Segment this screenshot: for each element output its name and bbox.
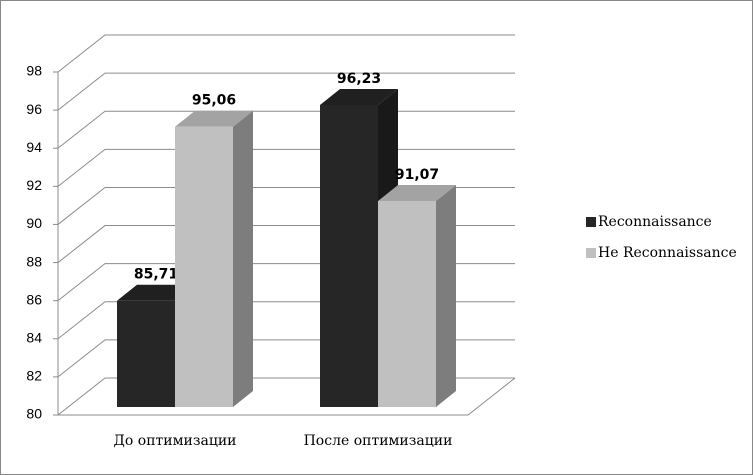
y-tick-label: 90 (26, 215, 42, 231)
bar-top (175, 110, 253, 127)
y-tick-label: 96 (26, 101, 42, 117)
value-label: 96,23 (337, 71, 381, 87)
y-tick-label: 88 (26, 253, 42, 269)
legend-label: He Reconnaissance (598, 245, 737, 261)
grid-line (57, 34, 515, 73)
bar (378, 200, 436, 407)
bar (320, 104, 378, 408)
y-tick-label: 86 (26, 291, 42, 307)
value-label: 85,71 (134, 267, 178, 283)
grid-line (57, 72, 515, 111)
legend-swatch (586, 248, 596, 258)
bar-side (436, 184, 456, 407)
y-tick-label: 80 (26, 406, 42, 422)
value-label: 91,07 (395, 167, 439, 183)
bar-side (233, 110, 253, 407)
bar-top (378, 184, 456, 201)
legend-swatch (586, 217, 596, 227)
legend-label: Reconnaissance (598, 214, 712, 230)
bar (117, 300, 175, 407)
y-tick-label: 94 (26, 139, 42, 155)
y-tick-label: 84 (26, 329, 42, 345)
x-tick-label: До оптимизации (114, 433, 237, 449)
y-tick-label: 92 (26, 177, 42, 193)
value-label: 95,06 (192, 93, 236, 109)
x-tick-label: После оптимизации (304, 433, 453, 449)
bar (175, 126, 233, 407)
floor-edge (58, 377, 516, 416)
y-tick-label: 82 (26, 368, 42, 384)
y-tick-label: 98 (26, 63, 42, 79)
bar-top (320, 88, 398, 105)
